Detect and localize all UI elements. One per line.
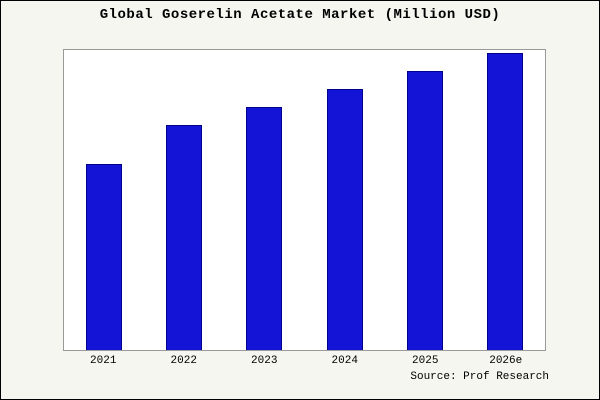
x-tick-2024: 2024 [331, 355, 358, 367]
x-axis-ticks: 2021 2022 2023 2024 2025 2026e [63, 355, 546, 367]
bar-slot-2024 [305, 50, 385, 350]
bar-2024 [326, 89, 363, 350]
x-tick-2026e: 2026e [489, 355, 523, 367]
source-note: Source: Prof Research [410, 371, 549, 383]
plot-area [63, 49, 546, 351]
bar-2023 [246, 107, 283, 350]
bar-2025 [406, 71, 443, 350]
chart-title: Global Goserelin Acetate Market (Million… [99, 7, 501, 23]
x-tick-2023: 2023 [251, 355, 278, 367]
x-tick-2025: 2025 [412, 355, 439, 367]
bar-slot-2022 [144, 50, 224, 350]
x-tick-2022: 2022 [170, 355, 197, 367]
bar-slot-2023 [224, 50, 304, 350]
bar-2026e [486, 53, 523, 350]
x-tick-2021: 2021 [90, 355, 117, 367]
bar-slot-2025 [385, 50, 465, 350]
bar-slot-2026e [465, 50, 545, 350]
bar-slot-2021 [64, 50, 144, 350]
bar-2021 [86, 164, 123, 350]
bar-2022 [166, 125, 203, 350]
